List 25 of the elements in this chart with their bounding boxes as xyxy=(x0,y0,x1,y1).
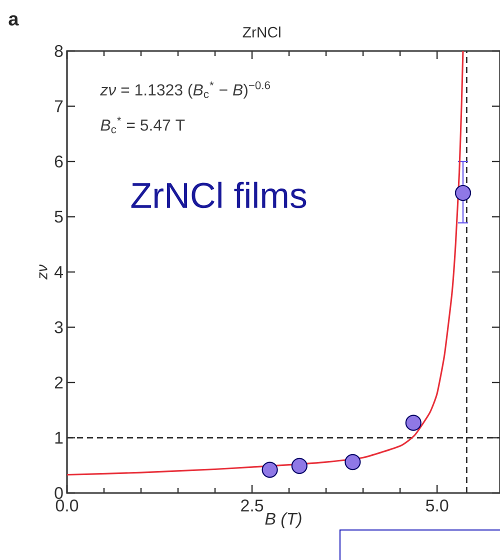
x-axis-title: B (T) xyxy=(265,512,302,528)
chart-title: ZrNCl xyxy=(242,26,280,38)
point xyxy=(344,454,361,470)
y-tick-label: 5 xyxy=(54,210,63,223)
y-tick-label: 6 xyxy=(54,156,63,168)
y-tick-label: 8 xyxy=(54,45,63,57)
y-tick-label: 1 xyxy=(55,432,63,444)
point xyxy=(262,462,278,478)
y-axis-title: zν xyxy=(39,264,48,280)
x-tick-label: 0.0 xyxy=(56,500,78,512)
line-series xyxy=(67,51,464,476)
y-tick-label: 3 xyxy=(54,321,63,334)
point xyxy=(291,458,308,474)
annotation: B$_{c}$$^{*}$ = 5.47 T xyxy=(100,116,185,134)
text: zν = 1.1323 (B$_{c}$$^{*}$ − B)$^{−0.6}$ xyxy=(100,81,270,99)
y-tick-label: 7 xyxy=(54,100,63,112)
x-tick-label: 2.5 xyxy=(241,500,264,512)
x-tick-label: 5.0 xyxy=(426,500,448,512)
y-tick-label: 0 xyxy=(54,487,63,499)
y-tick-label: 2 xyxy=(54,376,63,388)
y-tick-label: 4 xyxy=(54,266,63,278)
annotation: ZrNCl films xyxy=(131,182,306,208)
point xyxy=(405,414,422,431)
text: a xyxy=(8,15,19,26)
point xyxy=(454,184,472,202)
